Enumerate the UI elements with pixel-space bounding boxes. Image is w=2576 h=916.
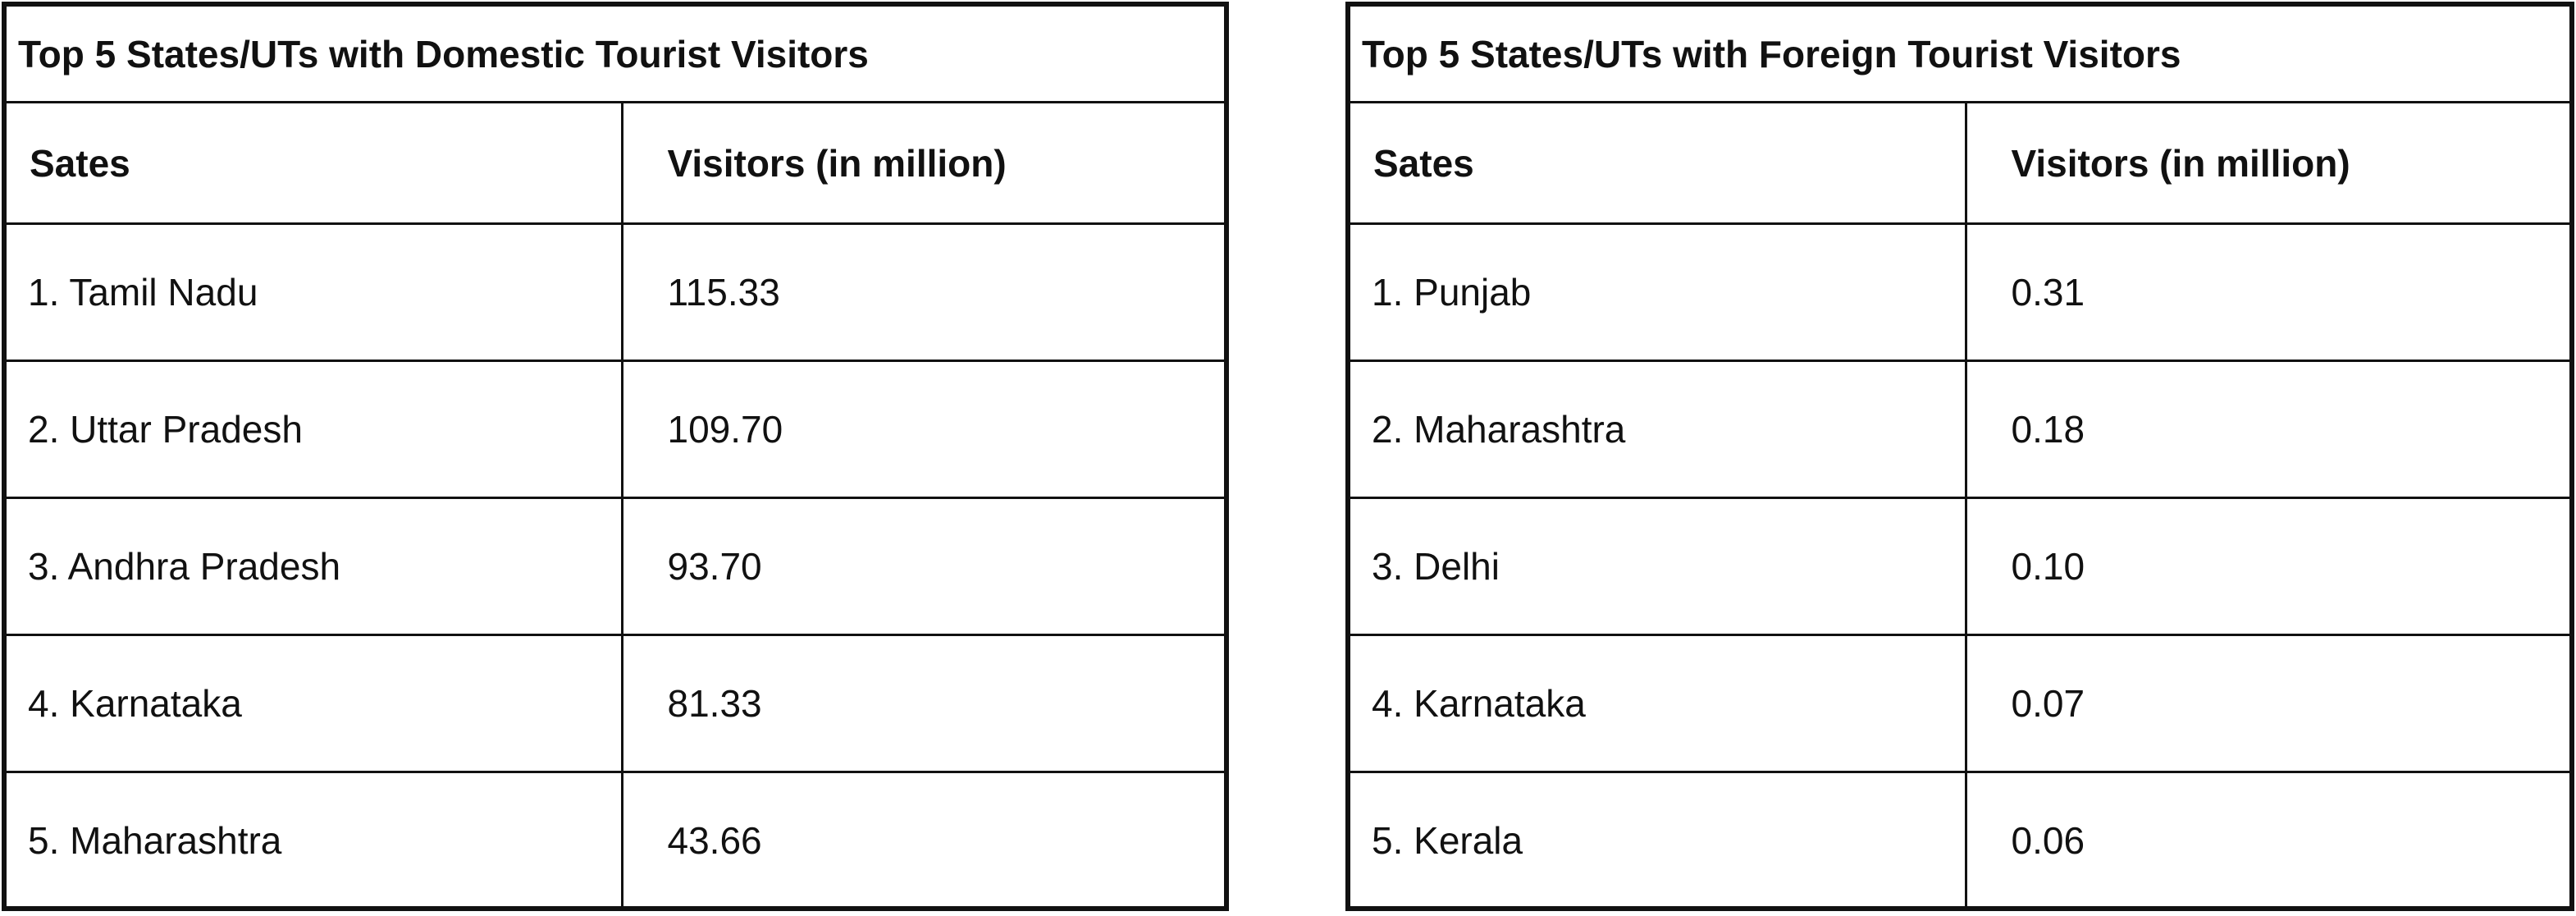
foreign-visitors-table: Sates Visitors (in million) 1. Punjab 0.…	[1350, 103, 2569, 908]
state-cell: 1. Punjab	[1350, 222, 1967, 361]
domestic-table-title: Top 5 States/UTs with Domestic Tourist V…	[7, 7, 1224, 103]
visitors-cell: 115.33	[622, 222, 1224, 361]
table-row: 5. Kerala 0.06	[1350, 771, 2569, 908]
table-row: 3. Andhra Pradesh 93.70	[7, 497, 1224, 635]
table-row: 1. Punjab 0.31	[1350, 222, 2569, 361]
visitors-cell: 0.06	[1966, 771, 2569, 908]
table-row: 5. Maharashtra 43.66	[7, 771, 1224, 908]
state-cell: 3. Delhi	[1350, 497, 1967, 635]
visitors-cell: 109.70	[622, 360, 1224, 498]
table-row: 3. Delhi 0.10	[1350, 497, 2569, 635]
column-header-visitors: Visitors (in million)	[667, 141, 1007, 185]
visitors-cell: 0.18	[1966, 360, 2569, 498]
state-cell: 3. Andhra Pradesh	[7, 497, 623, 635]
table-header-row: Sates Visitors (in million)	[1350, 103, 2569, 224]
table-row: 4. Karnataka 0.07	[1350, 634, 2569, 772]
domestic-visitors-table: Sates Visitors (in million) 1. Tamil Nad…	[7, 103, 1224, 908]
column-header-visitors: Visitors (in million)	[2011, 141, 2350, 185]
visitors-cell: 0.07	[1966, 634, 2569, 772]
state-cell: 5. Maharashtra	[7, 771, 623, 908]
foreign-table-title: Top 5 States/UTs with Foreign Tourist Vi…	[1350, 7, 2569, 103]
column-header-states: Sates	[7, 103, 623, 224]
visitors-cell: 0.10	[1966, 497, 2569, 635]
foreign-visitors-panel: Top 5 States/UTs with Foreign Tourist Vi…	[1345, 2, 2574, 911]
state-cell: 4. Karnataka	[1350, 634, 1967, 772]
visitors-cell: 0.31	[1966, 222, 2569, 361]
domestic-visitors-panel: Top 5 States/UTs with Domestic Tourist V…	[2, 2, 1229, 911]
visitors-cell: 43.66	[622, 771, 1224, 908]
table-row: 1. Tamil Nadu 115.33	[7, 222, 1224, 361]
table-row: 4. Karnataka 81.33	[7, 634, 1224, 772]
state-cell: 2. Maharashtra	[1350, 360, 1967, 498]
table-row: 2. Uttar Pradesh 109.70	[7, 360, 1224, 498]
table-header-row: Sates Visitors (in million)	[7, 103, 1224, 224]
state-cell: 4. Karnataka	[7, 634, 623, 772]
state-cell: 5. Kerala	[1350, 771, 1967, 908]
visitors-cell: 81.33	[622, 634, 1224, 772]
state-cell: 2. Uttar Pradesh	[7, 360, 623, 498]
table-row: 2. Maharashtra 0.18	[1350, 360, 2569, 498]
column-header-states: Sates	[1350, 103, 1967, 224]
visitors-cell: 93.70	[622, 497, 1224, 635]
state-cell: 1. Tamil Nadu	[7, 222, 623, 361]
